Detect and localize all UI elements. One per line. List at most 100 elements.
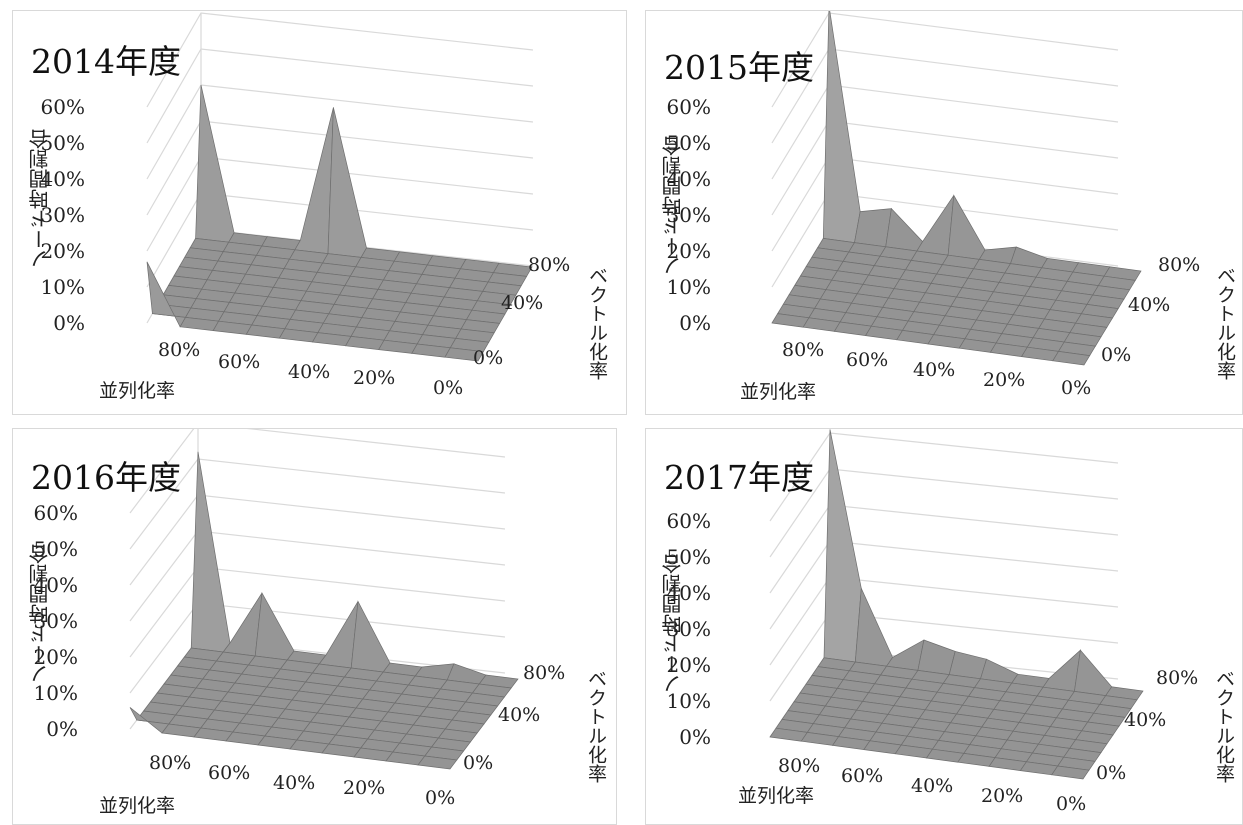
z-gridline — [146, 12, 534, 108]
surface-cell — [190, 451, 231, 653]
x-tick-label: 60% — [218, 351, 261, 373]
surface-plot — [771, 11, 1142, 366]
z-gridline — [129, 530, 506, 622]
z-tick-label: 30% — [33, 609, 78, 633]
x-tick-label: 0% — [1056, 793, 1087, 815]
x-tick-label: 40% — [273, 772, 316, 794]
surface-cell — [1052, 351, 1091, 366]
x-tick-label: 40% — [913, 359, 956, 381]
surface-mesh — [146, 84, 533, 362]
chart-panel-2017: 2017年度 ノード時間割合 並列化率 ベクトル化率 0% 10% 20% 30% 40… — [645, 428, 1243, 825]
surface-cell — [854, 587, 894, 667]
surface-cell — [917, 639, 956, 675]
x-tick-label: 20% — [981, 785, 1024, 807]
y-tick-label: 0% — [1101, 344, 1132, 366]
z-tick-label: 40% — [666, 167, 711, 191]
z-tick-label: 10% — [40, 275, 85, 299]
z-gridline — [129, 494, 506, 586]
y-tick-label: 0% — [473, 347, 504, 369]
y-tick-label: 80% — [528, 254, 571, 276]
x-tick-label: 20% — [343, 777, 386, 799]
z-tick-label: 50% — [33, 537, 78, 561]
x-tick-label: 60% — [208, 762, 251, 784]
y-tick-label: 0% — [1096, 762, 1127, 784]
x-axis-label: 並列化率 — [99, 795, 176, 817]
y-axis-label: ベクトル化率 — [586, 266, 608, 380]
surface-plot — [129, 429, 519, 770]
z-tick-label: 20% — [666, 239, 711, 263]
y-axis-label: ベクトル化率 — [1213, 669, 1235, 783]
x-tick-label: 60% — [841, 765, 884, 787]
z-tick-label: 20% — [33, 645, 78, 669]
z-tick-label: 0% — [679, 725, 711, 749]
y-tick-label: 40% — [1128, 294, 1171, 316]
chart-panel-2016: 2016年度 ノード時間割合 並列化率 ベクトル化率 0% 10% 20% 30% 40… — [12, 428, 617, 825]
z-tick-label: 0% — [679, 311, 711, 335]
z-tick-label: 30% — [40, 203, 85, 227]
x-tick-label: 80% — [158, 339, 201, 361]
z-gridline — [129, 566, 506, 658]
surface-cell — [294, 107, 334, 254]
z-tick-label: 40% — [666, 581, 711, 605]
surface-cell — [327, 107, 367, 258]
chart-title: 2014年度 — [31, 42, 181, 81]
z-tick-label: 10% — [33, 681, 78, 705]
z-gridline — [129, 429, 506, 514]
x-tick-label: 40% — [911, 775, 954, 797]
x-tick-label: 80% — [782, 339, 825, 361]
x-axis-label: 並列化率 — [738, 785, 815, 807]
x-tick-label: 40% — [288, 361, 331, 383]
y-tick-label: 0% — [463, 752, 494, 774]
x-tick-label: 20% — [983, 369, 1026, 391]
x-tick-label: 0% — [425, 787, 456, 809]
surface-cell — [417, 755, 458, 770]
surface-cell — [254, 591, 295, 661]
surface-cell — [350, 600, 391, 673]
x-tick-label: 0% — [433, 377, 464, 399]
z-tick-label: 60% — [33, 501, 78, 525]
z-gridline — [769, 504, 1119, 594]
y-tick-label: 80% — [1158, 254, 1201, 276]
z-tick-label: 20% — [40, 239, 85, 263]
x-tick-label: 60% — [846, 349, 889, 371]
surface-cell — [823, 429, 862, 663]
z-tick-label: 0% — [53, 311, 85, 335]
z-tick-label: 60% — [40, 95, 85, 119]
surface-cell — [822, 11, 861, 243]
chart-panel-2015: 2015年度 ノード時間割合 並列化率 ベクトル化率 0% 10% 20% 30% 40… — [645, 10, 1243, 415]
surface-cell — [195, 84, 235, 243]
z-gridline — [129, 458, 506, 550]
y-tick-label: 40% — [1124, 709, 1167, 731]
z-tick-label: 10% — [666, 689, 711, 713]
surface-mesh — [771, 11, 1142, 366]
chart-title: 2016年度 — [31, 458, 181, 497]
z-tick-label: 30% — [666, 203, 711, 227]
y-tick-label: 40% — [498, 704, 541, 726]
y-axis-label: ベクトル化率 — [1214, 266, 1236, 380]
surface-cell — [1051, 765, 1090, 780]
surface-cell — [885, 207, 924, 252]
y-tick-label: 80% — [523, 662, 566, 684]
chart-panel-2014: 2014年度 ノード時間割合 並列化率 ベクトル化率 0% 10% 20% 30% 40… — [12, 10, 627, 415]
surface-cell — [1042, 649, 1081, 692]
x-axis-label: 並列化率 — [99, 380, 176, 402]
chart-title: 2017年度 — [664, 458, 814, 497]
z-gridline — [769, 432, 1119, 522]
y-tick-label: 40% — [501, 292, 544, 314]
x-axis-label: 並列化率 — [740, 381, 817, 403]
x-tick-label: 20% — [353, 367, 396, 389]
x-tick-label: 80% — [778, 755, 821, 777]
z-tick-label: 40% — [33, 573, 78, 597]
z-tick-label: 10% — [666, 275, 711, 299]
surface-cell — [948, 650, 987, 680]
surface-cell — [854, 208, 892, 248]
z-gridline — [769, 468, 1119, 558]
z-tick-label: 50% — [666, 131, 711, 155]
z-tick-label: 0% — [46, 717, 78, 741]
z-tick-label: 40% — [40, 167, 85, 191]
z-tick-label: 60% — [666, 95, 711, 119]
surface-cell — [947, 194, 986, 260]
z-tick-label: 50% — [40, 131, 85, 155]
surface-cell — [1074, 649, 1113, 696]
z-tick-label: 50% — [666, 545, 711, 569]
